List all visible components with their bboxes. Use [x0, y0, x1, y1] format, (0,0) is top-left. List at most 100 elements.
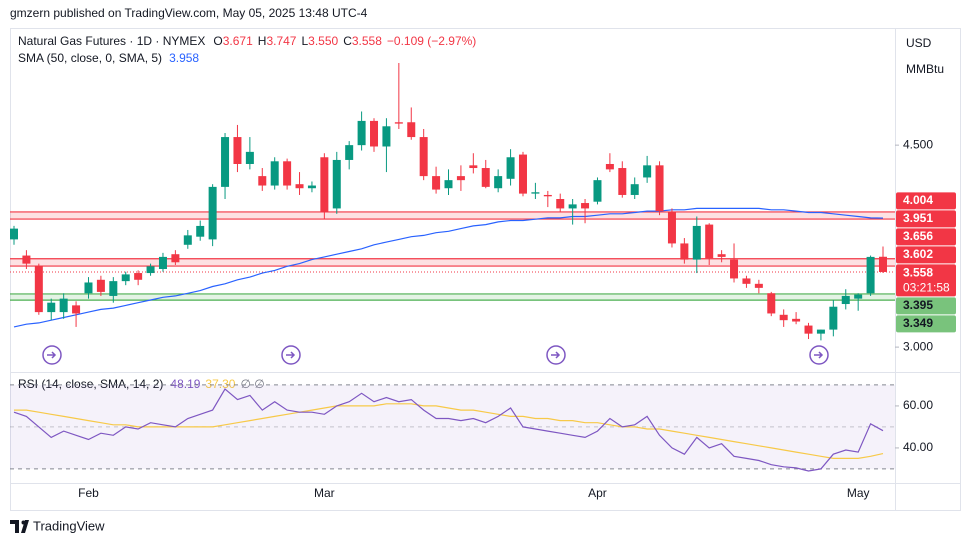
- candle-body: [407, 122, 416, 138]
- candle-body: [59, 298, 68, 313]
- candle: [568, 199, 577, 225]
- candle-body: [816, 329, 825, 334]
- sma-value: 3.958: [169, 51, 199, 65]
- candle-body: [307, 185, 316, 189]
- candle: [730, 243, 739, 283]
- candle-body: [283, 161, 292, 186]
- candle: [692, 216, 701, 274]
- candle: [618, 161, 627, 198]
- candle: [245, 137, 254, 170]
- candle: [829, 299, 838, 337]
- candle-body: [481, 168, 490, 187]
- candle-body: [171, 254, 180, 263]
- candle: [320, 153, 329, 220]
- price-label-text: 3.558: [903, 266, 933, 280]
- candle: [667, 208, 676, 248]
- candle: [134, 270, 143, 286]
- candle: [469, 153, 478, 174]
- candle: [196, 220, 205, 241]
- candle-body: [469, 165, 478, 169]
- ohlc-value: 3.747: [266, 34, 296, 48]
- currency-label: USD: [906, 36, 932, 50]
- candle-body: [692, 225, 701, 260]
- candle: [494, 169, 503, 193]
- event-markers: [42, 345, 829, 365]
- x-tick-label: Feb: [78, 486, 99, 500]
- candle: [208, 184, 217, 247]
- candle-body: [494, 176, 503, 189]
- ohlc-label: H: [258, 34, 267, 48]
- candle-body: [643, 165, 652, 178]
- price-label-box: [896, 210, 956, 228]
- candle: [804, 322, 813, 340]
- price-label-text: 3.349: [903, 316, 933, 330]
- candle-body: [543, 194, 552, 197]
- candle: [456, 165, 465, 191]
- candle: [221, 133, 230, 199]
- price-label-text: 3.656: [903, 229, 933, 243]
- candle-body: [792, 318, 801, 322]
- candle: [593, 177, 602, 205]
- candle: [146, 263, 155, 276]
- ohlc-value: 3.550: [308, 34, 338, 48]
- candle: [357, 111, 366, 151]
- candle-body: [444, 180, 453, 189]
- symbol-title: Natural Gas Futures · 1D · NYMEX: [18, 34, 205, 48]
- candle-body: [804, 325, 813, 334]
- ohlc-label: O: [213, 34, 222, 48]
- candle-body: [84, 282, 93, 294]
- candle: [183, 229, 192, 249]
- candle: [258, 168, 267, 191]
- candle-body: [270, 161, 279, 186]
- candle-body: [208, 186, 217, 240]
- candle: [630, 177, 639, 199]
- candle: [767, 291, 776, 317]
- candle: [680, 238, 689, 264]
- candle: [370, 118, 379, 152]
- rsi-name: RSI (14, close, SMA, 14, 2): [18, 377, 163, 391]
- candle-body: [854, 294, 863, 299]
- candle-body: [432, 176, 441, 190]
- price-label: 4.004: [896, 192, 956, 210]
- candle-body: [146, 266, 155, 274]
- price-label-box: [896, 315, 956, 333]
- candle: [407, 107, 416, 140]
- tradingview-logo: TradingView: [10, 518, 105, 533]
- candle: [556, 193, 565, 213]
- candle-body: [370, 120, 379, 147]
- candle: [121, 271, 130, 286]
- candle-body: [10, 228, 18, 240]
- candle-body: [581, 203, 590, 209]
- candle-body: [258, 176, 267, 186]
- candle-body: [320, 157, 329, 213]
- candle-body: [109, 281, 118, 296]
- candle: [643, 155, 652, 183]
- y-tick-label: 40.00: [903, 440, 933, 454]
- price-label-box: [896, 192, 956, 210]
- candle: [171, 250, 180, 265]
- na-values: ∅ ∅: [240, 377, 264, 391]
- candle-body: [742, 278, 751, 284]
- candle: [158, 252, 167, 272]
- rsi-line: [14, 403, 884, 459]
- candle-body: [345, 145, 354, 160]
- candle: [581, 199, 590, 224]
- candle-body: [618, 168, 627, 195]
- candle: [742, 275, 751, 288]
- zone: [10, 258, 895, 267]
- candle-body: [506, 157, 515, 179]
- price-label-text: 4.004: [903, 193, 933, 207]
- price-label-box: [896, 297, 956, 315]
- y-tick-label: 60.00: [903, 398, 933, 412]
- candle: [345, 141, 354, 170]
- candle: [655, 161, 664, 216]
- price-label: 3.395: [896, 297, 956, 315]
- footer-brand: TradingView: [33, 518, 105, 533]
- candle-body: [531, 192, 540, 194]
- ohlc-label: L: [301, 34, 308, 48]
- candle-body: [518, 154, 527, 194]
- candle-body: [382, 126, 391, 147]
